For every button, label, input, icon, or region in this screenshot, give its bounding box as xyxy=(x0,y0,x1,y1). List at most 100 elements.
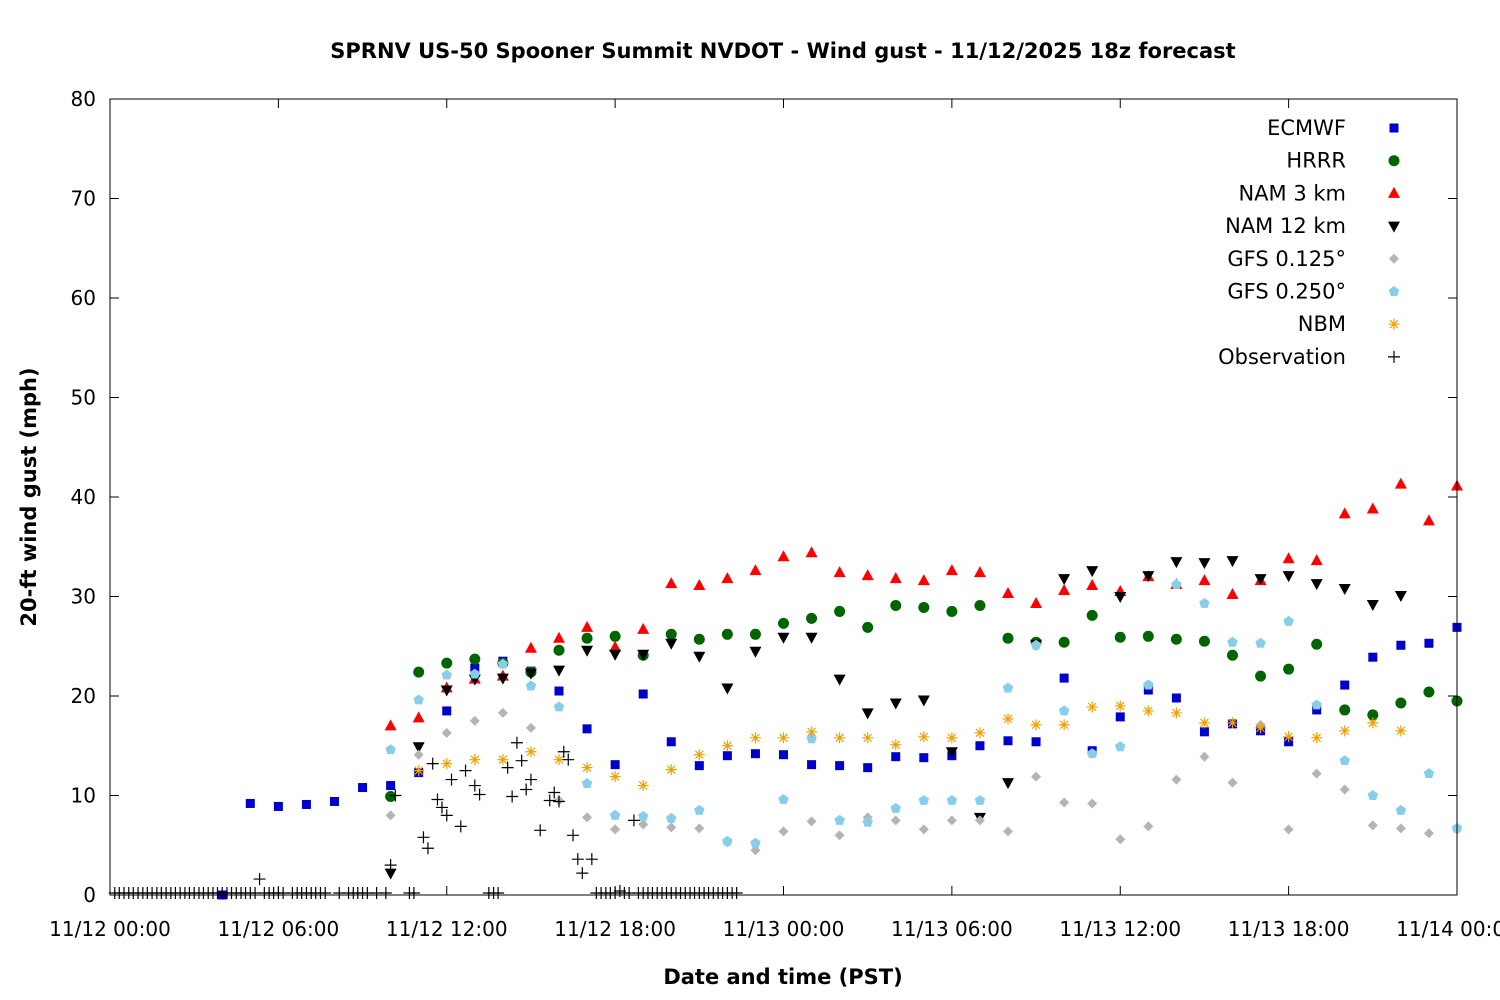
data-point-nam-3-km xyxy=(1394,477,1407,489)
y-tick-label: 60 xyxy=(71,286,96,310)
data-point-ecmwf xyxy=(1031,737,1041,747)
data-point-observation xyxy=(421,842,434,855)
x-tick-label: 11/13 06:00 xyxy=(891,917,1013,941)
data-point-gfs-0-125 xyxy=(1311,768,1322,779)
data-point-gfs-0-125 xyxy=(1031,771,1042,782)
data-point-ecmwf xyxy=(554,686,564,696)
data-point-ecmwf xyxy=(273,801,283,811)
legend-label: GFS 0.125° xyxy=(1227,247,1346,271)
data-point-gfs-0-250 xyxy=(1255,637,1266,648)
data-point-nam-12-km xyxy=(1002,778,1014,790)
data-point-gfs-0-250 xyxy=(1283,615,1294,626)
data-point-nam-3-km xyxy=(412,711,425,723)
x-tick-label: 11/13 00:00 xyxy=(723,917,845,941)
legend-item-nam-12-km: NAM 12 km xyxy=(1225,214,1400,238)
data-point-observation xyxy=(562,753,575,766)
data-point-nbm xyxy=(890,739,902,751)
data-point-ecmwf xyxy=(1199,727,1209,737)
data-point-ecmwf xyxy=(1424,638,1434,648)
data-point-observation xyxy=(576,867,589,880)
data-point-ecmwf xyxy=(1312,705,1322,715)
data-point-gfs-0-250 xyxy=(1086,748,1098,759)
legend-item-observation: Observation xyxy=(1218,345,1400,369)
legend-label: NAM 12 km xyxy=(1225,214,1346,238)
data-point-nbm xyxy=(637,780,649,792)
data-point-gfs-0-250 xyxy=(778,793,789,804)
y-tick-label: 20 xyxy=(71,684,96,708)
data-point-observation xyxy=(534,824,547,837)
data-point-nam-12-km xyxy=(1198,558,1211,570)
legend-label: NBM xyxy=(1298,312,1346,336)
data-point-gfs-0-250 xyxy=(1058,705,1070,716)
data-point-nam-12-km xyxy=(524,668,537,680)
data-point-gfs-0-250 xyxy=(385,744,396,755)
legend-marker-hrrr xyxy=(1388,155,1400,167)
x-tick-label: 11/14 00:00 xyxy=(1396,917,1500,941)
data-point-gfs-0-125 xyxy=(1227,777,1238,788)
data-point-hrrr xyxy=(1255,670,1267,682)
legend-marker-gfs-0-250 xyxy=(1388,286,1400,296)
y-tick-label: 40 xyxy=(71,485,96,509)
y-tick-label: 70 xyxy=(71,187,96,211)
data-point-ecmwf xyxy=(835,761,845,771)
data-point-gfs-0-125 xyxy=(385,810,396,821)
data-point-gfs-0-250 xyxy=(722,835,733,846)
series-nam-12-km xyxy=(384,556,1407,880)
data-point-gfs-0-125 xyxy=(1367,820,1378,831)
x-tick-label: 11/12 12:00 xyxy=(386,917,508,941)
data-point-gfs-0-250 xyxy=(1367,790,1379,800)
data-point-observation xyxy=(557,745,570,758)
data-point-observation xyxy=(627,814,640,827)
data-point-nam-12-km xyxy=(1282,571,1295,583)
data-point-nbm xyxy=(1395,725,1407,737)
data-point-gfs-0-125 xyxy=(1199,751,1210,762)
data-point-nbm xyxy=(413,765,425,777)
series-ecmwf xyxy=(217,622,1462,900)
data-point-ecmwf xyxy=(722,751,732,761)
data-point-gfs-0-250 xyxy=(834,814,845,825)
data-point-nbm xyxy=(1198,717,1210,729)
data-point-nbm xyxy=(1142,705,1154,717)
data-point-gfs-0-250 xyxy=(1339,755,1350,766)
data-point-gfs-0-250 xyxy=(1171,579,1182,590)
data-point-nam-3-km xyxy=(637,622,650,634)
data-point-gfs-0-125 xyxy=(806,816,817,827)
series-gfs-0-125 xyxy=(385,707,1462,856)
data-point-hrrr xyxy=(1086,609,1098,621)
legend-marker-nam-3-km xyxy=(1388,186,1400,198)
data-point-gfs-0-250 xyxy=(525,680,537,691)
data-point-ecmwf xyxy=(1340,680,1350,690)
data-point-ecmwf xyxy=(1115,712,1125,722)
data-point-gfs-0-250 xyxy=(413,694,424,705)
data-point-nam-12-km xyxy=(889,698,902,710)
data-point-gfs-0-250 xyxy=(1199,597,1210,608)
data-point-gfs-0-250 xyxy=(1143,679,1154,690)
data-point-nbm xyxy=(525,746,537,758)
data-point-nam-3-km xyxy=(1002,587,1014,599)
legend-item-nbm: NBM xyxy=(1298,312,1400,336)
data-point-nam-3-km xyxy=(917,574,930,586)
data-point-nam-3-km xyxy=(861,569,874,581)
data-point-ecmwf xyxy=(666,737,676,747)
legend: ECMWF HRRR NAM 3 km NAM 12 km GFS 0.125° GFS … xyxy=(1218,116,1400,369)
data-point-ecmwf xyxy=(807,760,817,770)
data-point-hrrr xyxy=(1114,631,1126,643)
legend-marker-nbm xyxy=(1388,318,1400,330)
data-point-gfs-0-250 xyxy=(441,669,452,680)
y-tick-label: 30 xyxy=(71,585,96,609)
data-point-nam-12-km xyxy=(693,651,706,663)
data-point-nam-3-km xyxy=(1282,552,1295,564)
data-point-observation xyxy=(520,783,533,796)
y-tick-label: 80 xyxy=(71,87,96,111)
data-point-observation xyxy=(454,820,467,833)
x-tick-label: 11/12 00:00 xyxy=(49,917,171,941)
data-point-nam-3-km xyxy=(945,564,958,576)
data-point-gfs-0-250 xyxy=(497,658,509,669)
data-point-nam-12-km xyxy=(1142,571,1155,583)
legend-item-ecmwf: ECMWF xyxy=(1267,116,1399,140)
data-point-nam-12-km xyxy=(384,868,397,880)
data-point-nbm xyxy=(778,732,789,744)
data-point-nbm xyxy=(1058,719,1070,731)
data-point-hrrr xyxy=(441,657,453,669)
data-point-hrrr xyxy=(553,644,565,656)
